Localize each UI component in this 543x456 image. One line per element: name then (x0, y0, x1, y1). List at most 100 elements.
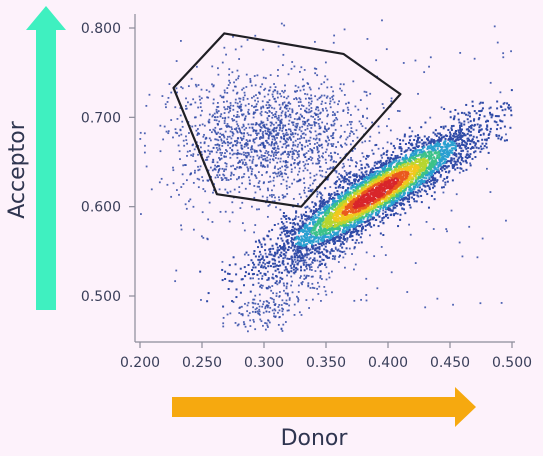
data-point (432, 174, 435, 177)
data-point (167, 96, 170, 99)
data-point (328, 203, 331, 206)
data-point (308, 104, 311, 107)
data-point (316, 158, 319, 160)
data-point (296, 237, 299, 240)
data-point (271, 258, 274, 261)
data-point (284, 124, 287, 127)
data-point (496, 123, 499, 126)
data-point (235, 144, 238, 147)
data-point (355, 129, 358, 132)
data-point (282, 53, 285, 56)
data-point (292, 233, 295, 236)
data-point (300, 275, 302, 278)
data-point (390, 213, 393, 216)
data-point (323, 198, 326, 201)
data-point (242, 321, 245, 323)
data-point (227, 116, 230, 119)
data-point (244, 154, 247, 157)
data-point (319, 263, 322, 266)
data-point (280, 231, 283, 234)
data-point (453, 157, 456, 160)
data-point (350, 114, 352, 116)
data-point (302, 257, 305, 260)
data-point (237, 125, 240, 127)
data-point (246, 151, 249, 154)
data-point (262, 143, 265, 146)
data-point (328, 231, 331, 234)
data-point (258, 250, 261, 253)
data-point (298, 244, 301, 247)
data-point (277, 237, 280, 240)
data-point (457, 118, 460, 121)
data-point (334, 152, 337, 154)
data-point (270, 143, 273, 146)
data-point (295, 215, 297, 218)
data-point (307, 187, 310, 190)
data-point (232, 104, 235, 107)
data-point (417, 175, 420, 178)
data-point (274, 165, 276, 168)
data-point (209, 150, 211, 153)
data-point (290, 171, 293, 173)
data-point (254, 34, 257, 37)
data-point (452, 132, 455, 135)
data-point (402, 194, 405, 197)
data-point (203, 133, 205, 136)
data-point (179, 114, 182, 117)
data-point (254, 308, 257, 311)
data-point (337, 141, 339, 144)
data-point (293, 98, 296, 100)
data-point (304, 277, 307, 280)
data-point (317, 118, 320, 121)
data-point (457, 152, 460, 155)
data-point (193, 116, 196, 119)
data-point (323, 286, 326, 288)
data-point (426, 173, 429, 176)
data-point (305, 214, 308, 217)
data-point (329, 100, 332, 103)
data-point (252, 130, 255, 133)
data-point (253, 141, 256, 144)
data-point (465, 147, 468, 150)
data-point (343, 177, 346, 180)
data-point (316, 145, 318, 148)
data-point (312, 244, 315, 247)
data-point (175, 189, 178, 191)
data-point (385, 206, 388, 209)
data-point (333, 233, 336, 236)
data-point (282, 257, 285, 260)
data-point (364, 166, 367, 169)
data-point (385, 191, 387, 193)
data-point (443, 107, 446, 110)
data-point (433, 165, 436, 168)
data-point (332, 111, 334, 113)
data-point (460, 111, 463, 114)
data-point (293, 118, 296, 120)
data-point (431, 164, 434, 167)
data-point (235, 128, 237, 131)
data-point (330, 193, 333, 196)
data-point (260, 137, 263, 139)
data-point (370, 225, 373, 228)
data-point (234, 101, 237, 104)
data-point (335, 170, 338, 173)
data-point (177, 144, 180, 147)
data-point (322, 217, 325, 220)
data-point (354, 165, 357, 168)
data-point (222, 325, 225, 328)
data-point (304, 243, 307, 246)
data-point (329, 97, 332, 100)
data-point (332, 90, 334, 93)
data-point (301, 148, 304, 151)
data-point (289, 102, 292, 105)
data-point (200, 88, 203, 91)
data-point (293, 238, 296, 241)
data-point (393, 201, 395, 204)
data-point (314, 223, 317, 226)
data-point (423, 176, 426, 179)
data-point (353, 182, 356, 185)
data-point (236, 110, 239, 113)
data-point (278, 103, 281, 106)
data-point (391, 201, 394, 204)
data-point (324, 139, 327, 142)
